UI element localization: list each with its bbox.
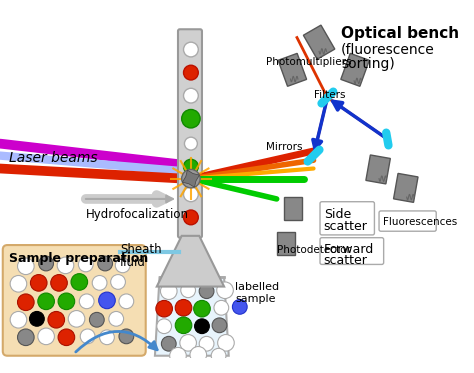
Circle shape <box>78 257 93 272</box>
Circle shape <box>212 318 227 333</box>
Circle shape <box>156 300 173 317</box>
Circle shape <box>170 347 186 364</box>
Circle shape <box>58 293 75 310</box>
Polygon shape <box>278 53 307 86</box>
FancyBboxPatch shape <box>320 238 383 264</box>
Circle shape <box>110 275 126 289</box>
Circle shape <box>39 256 54 271</box>
Circle shape <box>180 335 196 351</box>
Text: scatter: scatter <box>324 254 367 267</box>
Circle shape <box>232 300 247 314</box>
Circle shape <box>199 284 214 298</box>
Circle shape <box>175 317 192 333</box>
Text: Mirrors: Mirrors <box>265 142 302 152</box>
Circle shape <box>157 319 172 333</box>
Circle shape <box>57 257 74 274</box>
Circle shape <box>79 294 94 309</box>
FancyBboxPatch shape <box>320 202 374 235</box>
Polygon shape <box>155 278 229 356</box>
Polygon shape <box>341 53 369 86</box>
Text: Photomultipliers: Photomultipliers <box>265 57 351 67</box>
Circle shape <box>100 330 114 345</box>
Text: Optical bench: Optical bench <box>341 26 459 41</box>
Circle shape <box>10 311 27 328</box>
Circle shape <box>214 300 229 315</box>
Circle shape <box>183 159 198 174</box>
Polygon shape <box>303 25 335 59</box>
FancyBboxPatch shape <box>178 29 202 238</box>
Polygon shape <box>277 232 295 255</box>
Text: sample: sample <box>235 294 276 304</box>
Circle shape <box>90 312 104 327</box>
Circle shape <box>218 335 234 351</box>
Polygon shape <box>366 155 391 184</box>
Circle shape <box>58 329 75 346</box>
Circle shape <box>30 275 47 291</box>
Text: Hydrofocalization: Hydrofocalization <box>86 208 189 221</box>
Circle shape <box>99 292 115 309</box>
Circle shape <box>211 348 226 363</box>
Circle shape <box>217 282 233 298</box>
Text: Sheath: Sheath <box>120 243 162 256</box>
Text: Filters: Filters <box>314 90 346 100</box>
Circle shape <box>195 319 210 333</box>
Circle shape <box>29 311 44 326</box>
Text: sorting): sorting) <box>341 57 395 71</box>
Circle shape <box>119 294 134 309</box>
Circle shape <box>109 311 124 326</box>
Text: Side: Side <box>324 208 351 221</box>
Circle shape <box>38 328 55 345</box>
Circle shape <box>18 294 34 311</box>
Circle shape <box>183 88 198 103</box>
Text: scatter: scatter <box>324 220 367 233</box>
Circle shape <box>68 311 85 327</box>
Text: Forward: Forward <box>324 243 374 256</box>
Circle shape <box>190 347 207 363</box>
Circle shape <box>18 329 34 346</box>
Polygon shape <box>284 197 302 220</box>
Circle shape <box>183 187 198 202</box>
Circle shape <box>182 110 200 128</box>
FancyBboxPatch shape <box>3 245 146 356</box>
Polygon shape <box>182 170 200 187</box>
Circle shape <box>119 329 134 344</box>
Circle shape <box>18 258 34 275</box>
Polygon shape <box>393 173 418 203</box>
Circle shape <box>48 311 64 328</box>
Circle shape <box>51 275 67 291</box>
Circle shape <box>92 276 107 290</box>
Text: (fluorescence: (fluorescence <box>341 42 435 56</box>
Circle shape <box>10 276 27 292</box>
Circle shape <box>181 283 195 298</box>
Circle shape <box>115 258 130 273</box>
Circle shape <box>182 169 200 188</box>
Circle shape <box>183 210 198 225</box>
Circle shape <box>183 65 198 80</box>
Circle shape <box>183 42 198 57</box>
Circle shape <box>184 137 197 150</box>
Text: Sample preparation: Sample preparation <box>9 253 148 266</box>
Text: Photodetector: Photodetector <box>277 245 351 255</box>
FancyArrowPatch shape <box>76 332 157 352</box>
FancyBboxPatch shape <box>379 211 436 231</box>
Polygon shape <box>157 236 224 286</box>
Circle shape <box>80 329 95 344</box>
Text: fluid: fluid <box>120 256 146 269</box>
Circle shape <box>175 300 192 316</box>
Text: labelled: labelled <box>235 282 279 292</box>
Text: Laser beams: Laser beams <box>9 151 98 165</box>
Circle shape <box>161 283 177 300</box>
Circle shape <box>98 256 112 271</box>
Text: Fluorescences: Fluorescences <box>383 217 457 228</box>
Circle shape <box>199 336 214 351</box>
Circle shape <box>38 293 55 310</box>
Circle shape <box>194 300 210 317</box>
Circle shape <box>71 274 88 290</box>
Circle shape <box>161 336 176 351</box>
